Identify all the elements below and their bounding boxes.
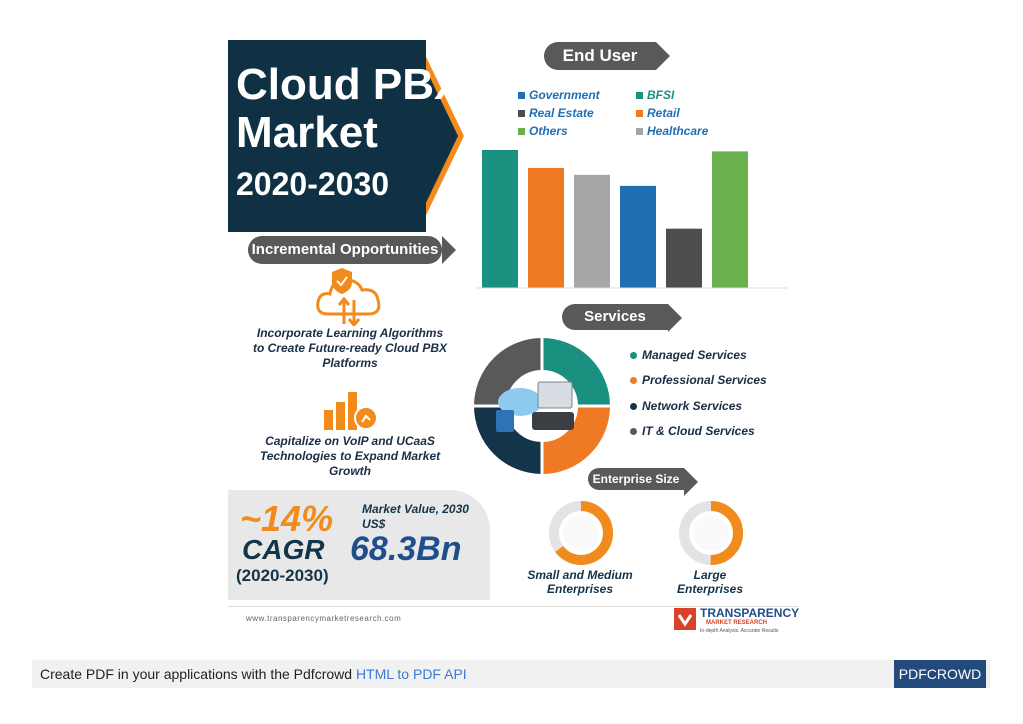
cagr-box [228,490,490,600]
services-donut [472,336,612,476]
cagr-percent: ~14% [240,498,334,539]
bar-government [620,185,656,288]
legend-healthcare: Healthcare [636,124,708,138]
end-user-heading: End User [544,42,670,70]
legend-retail: Retail [636,106,680,120]
html-to-pdf-link[interactable]: HTML to PDF API [355,666,467,682]
footer-url: www.transparencymarketresearch.com [246,614,402,623]
title-line-1: Cloud PBX [236,60,464,109]
cloud-icon [498,388,542,416]
cloud-shield-icon [316,268,381,326]
small-enterprise-gauge [549,501,613,565]
small-enterprise-label: Small and Medium Enterprises [527,568,633,596]
title-block [228,40,426,232]
service-it-cloud: IT & Cloud Services [630,424,755,438]
title-line-3: 2020-2030 [236,166,390,202]
market-value: 68.3Bn [350,530,462,568]
infographic: Cloud PBX Market 2020-2030 Incremental O… [228,40,800,637]
bar-retail [528,167,564,288]
currency-label: US$ [362,517,386,531]
enterprise-heading: Enterprise Size [588,468,698,496]
bar-others [712,151,748,288]
growth-chart-icon [324,392,378,430]
pdfcrowd-button[interactable]: PDFCROWD [894,660,986,688]
opportunity-text-2: Capitalize on VoIP and UCaaS Technologie… [259,434,441,478]
cagr-period: (2020-2030) [236,566,329,585]
title-line-2: Market [236,108,378,157]
legend-real-estate: Real Estate [518,106,594,120]
service-network: Network Services [630,399,742,413]
legend-bfsi: BFSI [636,88,674,102]
services-heading: Services [562,304,682,332]
pdfcrowd-text: Create PDF in your applications with the… [40,666,467,682]
opportunity-text-1: Incorporate Learning Algorithms to Creat… [252,326,448,370]
service-managed: Managed Services [630,348,747,362]
bar-real-estate [666,228,702,288]
title-arrow [412,40,458,232]
end-user-bar-chart [476,150,788,289]
infographic-footer [228,606,798,637]
pdfcrowd-bar: Create PDF in your applications with the… [32,660,990,688]
logo-sub: MARKET RESEARCH [706,620,768,626]
logo-tagline: In-depth Analysis. Accurate Results [700,628,779,634]
cagr-label: CAGR [242,534,325,565]
logo-word: TRANSPARENCY [700,606,800,620]
legend-others: Others [518,124,568,138]
large-enterprise-label: Large Enterprises [676,568,744,596]
large-enterprise-gauge [679,501,743,565]
legend-government: Government [518,88,600,102]
bar-healthcare [574,174,610,288]
service-professional: Professional Services [630,373,767,387]
tmr-logo-icon [674,608,696,630]
market-value-label: Market Value, 2030 [362,502,469,516]
bar-bfsi [482,150,518,288]
opportunities-heading: Incremental Opportunities [248,236,456,264]
